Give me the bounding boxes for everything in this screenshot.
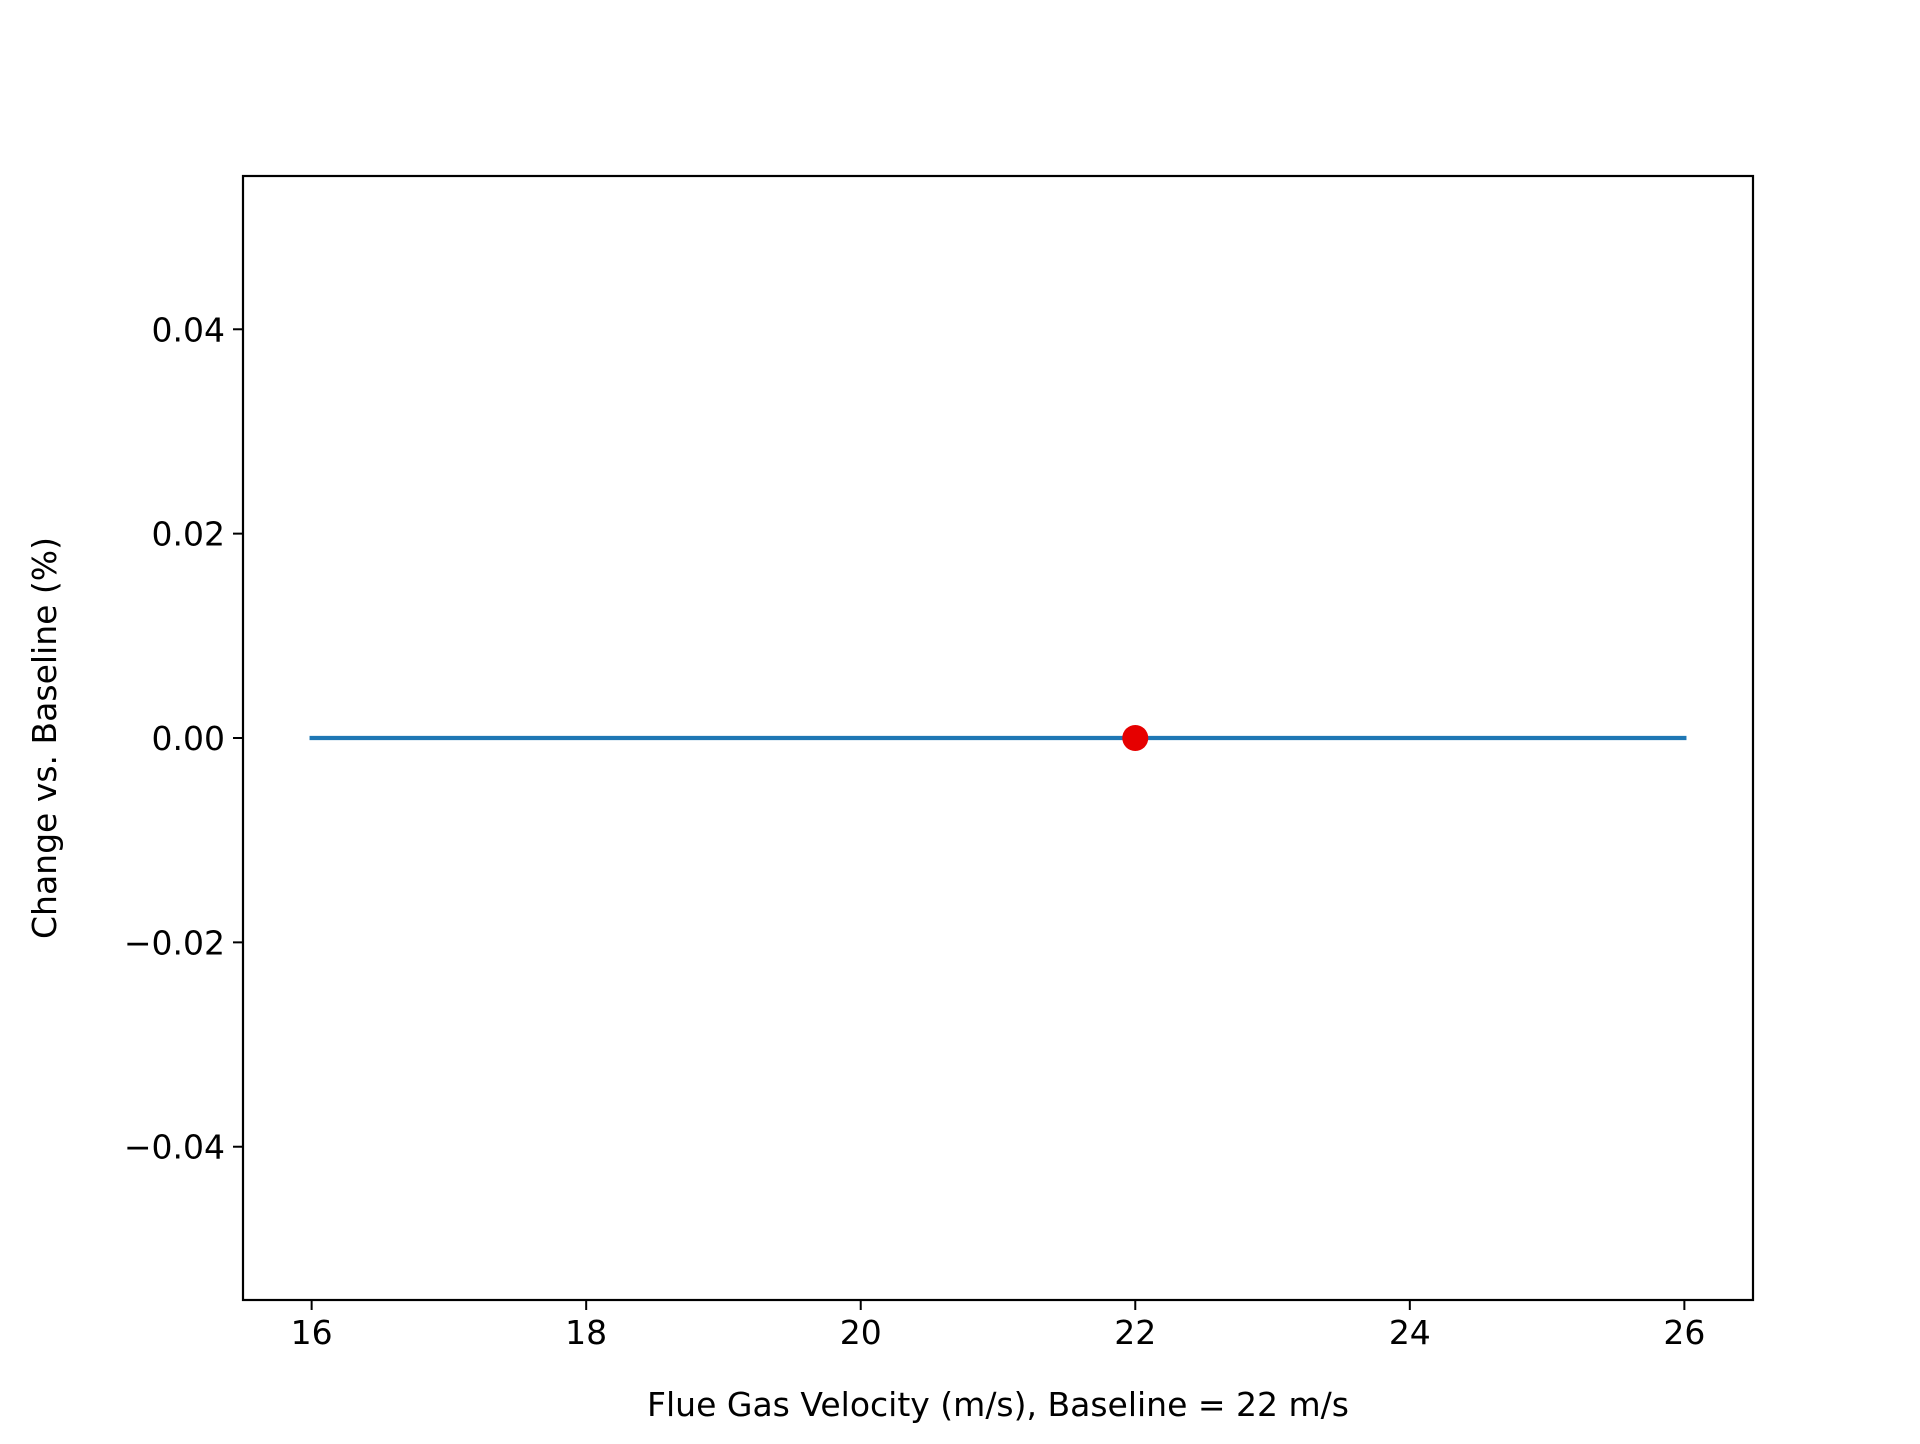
y-tick-label: 0.00 <box>152 719 225 758</box>
x-tick-label: 16 <box>291 1313 333 1352</box>
x-tick-label: 26 <box>1663 1313 1705 1352</box>
x-tick-label: 18 <box>565 1313 607 1352</box>
x-tick-label: 22 <box>1114 1313 1156 1352</box>
baseline-point <box>1122 725 1149 751</box>
y-tick-label: −0.04 <box>124 1128 225 1167</box>
y-tick-label: −0.02 <box>124 923 225 962</box>
ticks-layer: 16 18 20 22 24 26 −0.04 −0.02 0.00 0.02 0.04 <box>124 310 1706 1352</box>
x-tick-label: 20 <box>840 1313 882 1352</box>
x-tick-label: 24 <box>1389 1313 1431 1352</box>
y-tick-label: 0.04 <box>152 310 225 349</box>
x-axis-label: Flue Gas Velocity (m/s), Baseline = 22 m… <box>647 1385 1349 1424</box>
series-layer <box>309 725 1687 751</box>
y-axis-label: Change vs. Baseline (%) <box>25 537 64 939</box>
y-tick-label: 0.02 <box>152 515 225 554</box>
